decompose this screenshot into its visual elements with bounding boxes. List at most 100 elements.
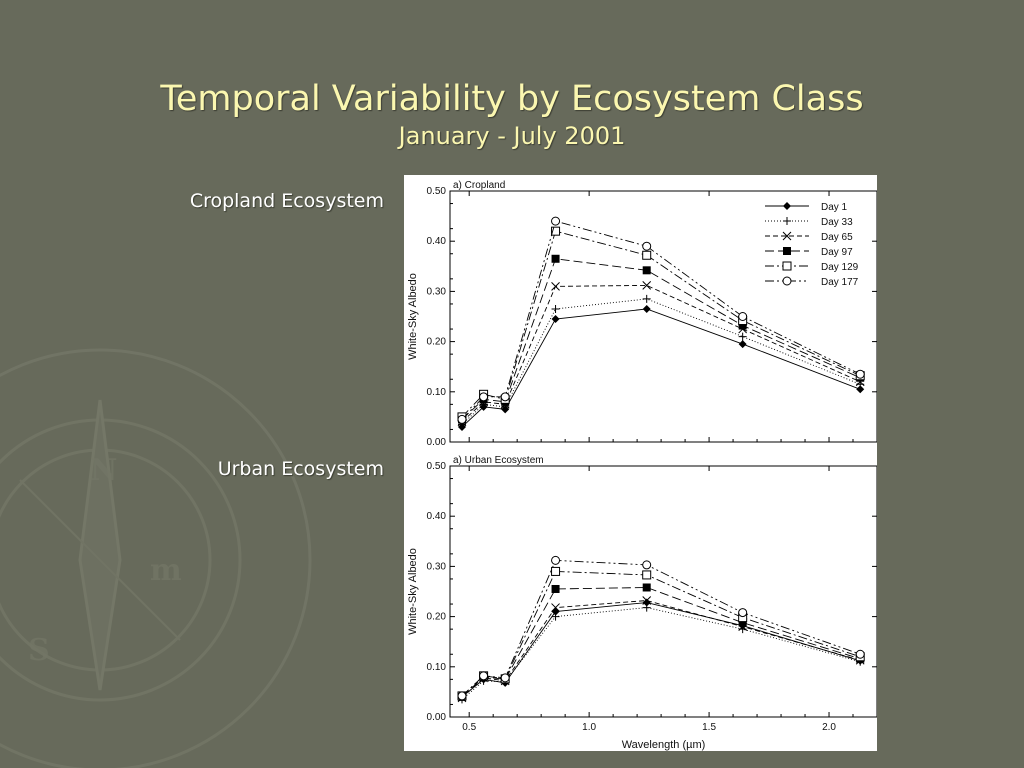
y-tick-label: 0.00 [427, 437, 447, 448]
circle-marker [457, 691, 467, 701]
series-day-97 [457, 254, 865, 424]
chart-1: a) Urban Ecosystem 0.00 0.10 0.20 0.30 0.40 0.… [407, 455, 877, 751]
series-line [461, 607, 861, 700]
y-tick-label: 0.20 [427, 612, 447, 623]
circle-marker [855, 649, 865, 659]
circle-marker [642, 241, 652, 251]
series-day-97 [457, 583, 865, 701]
diamond-marker [642, 304, 651, 313]
open-square-marker [642, 250, 652, 260]
slide-subtitle: January - July 2001 [398, 122, 626, 150]
plus-marker [738, 332, 747, 341]
series-day-65 [457, 596, 865, 703]
circle-marker [551, 216, 561, 226]
open-square-marker [642, 570, 652, 580]
x-tick-label: 1.0 [582, 722, 596, 733]
y-tick-label: 0.30 [427, 286, 447, 297]
open-square-marker [551, 226, 561, 236]
circle-marker [457, 414, 467, 424]
legend-label: Day 65 [821, 232, 853, 243]
plot-frame [449, 190, 877, 443]
square-marker [738, 321, 747, 330]
square-marker [642, 583, 651, 592]
legend-label: Day 129 [821, 262, 859, 273]
y-axis-label: White-Sky Albedo [407, 548, 419, 635]
urban-label: Urban Ecosystem [217, 458, 384, 480]
legend-label: Day 177 [821, 277, 859, 288]
series-day-177 [457, 216, 865, 424]
square-marker [642, 266, 651, 275]
square-marker [738, 618, 747, 627]
legend-label: Day 97 [821, 247, 853, 258]
series-day-65 [457, 281, 865, 427]
series-line [461, 559, 861, 697]
panel-title: a) Urban Ecosystem [453, 455, 544, 466]
cropland-label: Cropland Ecosystem [189, 190, 384, 212]
series-line [461, 220, 861, 420]
series-day-1 [457, 598, 865, 701]
diamond-marker [551, 315, 560, 324]
x-axis-label: Wavelength (µm) [622, 739, 706, 751]
circle-marker [500, 392, 510, 402]
square-marker [551, 584, 560, 593]
cross-marker [551, 603, 560, 612]
square-marker [551, 254, 560, 263]
chart-0: a) Cropland 0.00 0.10 0.20 0.30 0.40 0.50 White… [407, 180, 877, 448]
y-tick-label: 0.40 [427, 511, 447, 522]
slide-title: Temporal Variability by Ecosystem Class [160, 79, 864, 119]
open-square-marker [782, 261, 792, 271]
series-line [461, 308, 861, 428]
plus-marker [551, 612, 560, 621]
plus-marker [642, 603, 651, 612]
circle-marker [500, 673, 510, 683]
cross-marker [782, 231, 792, 241]
series-day-1 [457, 304, 865, 431]
series-line [461, 284, 861, 423]
series-day-177 [457, 555, 865, 701]
square-marker [783, 247, 791, 255]
x-tick-label: 2.0 [822, 722, 836, 733]
plus-marker [642, 294, 651, 303]
circle-marker [738, 312, 748, 321]
albedo-charts-panel: a) Cropland 0.00 0.10 0.20 0.30 0.40 0.50 White… [404, 175, 877, 751]
series-day-33 [457, 603, 865, 704]
diamond-marker [783, 202, 791, 210]
series-line [461, 570, 861, 697]
diamond-marker [642, 598, 651, 607]
x-tick-label: 1.5 [702, 722, 716, 733]
y-tick-label: 0.00 [427, 712, 447, 723]
diamond-marker [738, 340, 747, 349]
diamond-marker [856, 385, 865, 394]
cross-marker [642, 281, 652, 290]
circle-marker [782, 276, 792, 286]
legend: Day 1 Day 33 Day 65 Day 97 Day 129 Day 177 [765, 202, 859, 288]
x-tick-label: 0.5 [462, 722, 476, 733]
svg-text:N: N [90, 453, 117, 488]
y-tick-label: 0.10 [427, 662, 447, 673]
plot-frame [449, 465, 877, 718]
y-tick-label: 0.40 [427, 236, 447, 247]
panel-title: a) Cropland [453, 180, 505, 191]
circle-marker [479, 671, 489, 681]
circle-marker [738, 608, 748, 618]
circle-marker [479, 392, 489, 402]
y-tick-label: 0.50 [427, 461, 447, 472]
cross-marker [642, 596, 652, 605]
y-tick-label: 0.20 [427, 337, 447, 348]
plus-marker [551, 304, 560, 313]
circle-marker [855, 369, 865, 379]
open-square-marker [551, 566, 561, 576]
y-axis-label: White-Sky Albedo [407, 273, 419, 360]
plus-marker [783, 217, 791, 225]
svg-text:S: S [28, 633, 50, 668]
series-line [461, 230, 861, 418]
series-line [461, 298, 861, 425]
svg-text:m: m [150, 553, 182, 588]
cross-marker [551, 282, 560, 291]
circle-marker [551, 555, 561, 565]
y-tick-label: 0.10 [427, 387, 447, 398]
series-line [461, 587, 861, 698]
legend-label: Day 33 [821, 217, 853, 228]
y-tick-label: 0.30 [427, 561, 447, 572]
